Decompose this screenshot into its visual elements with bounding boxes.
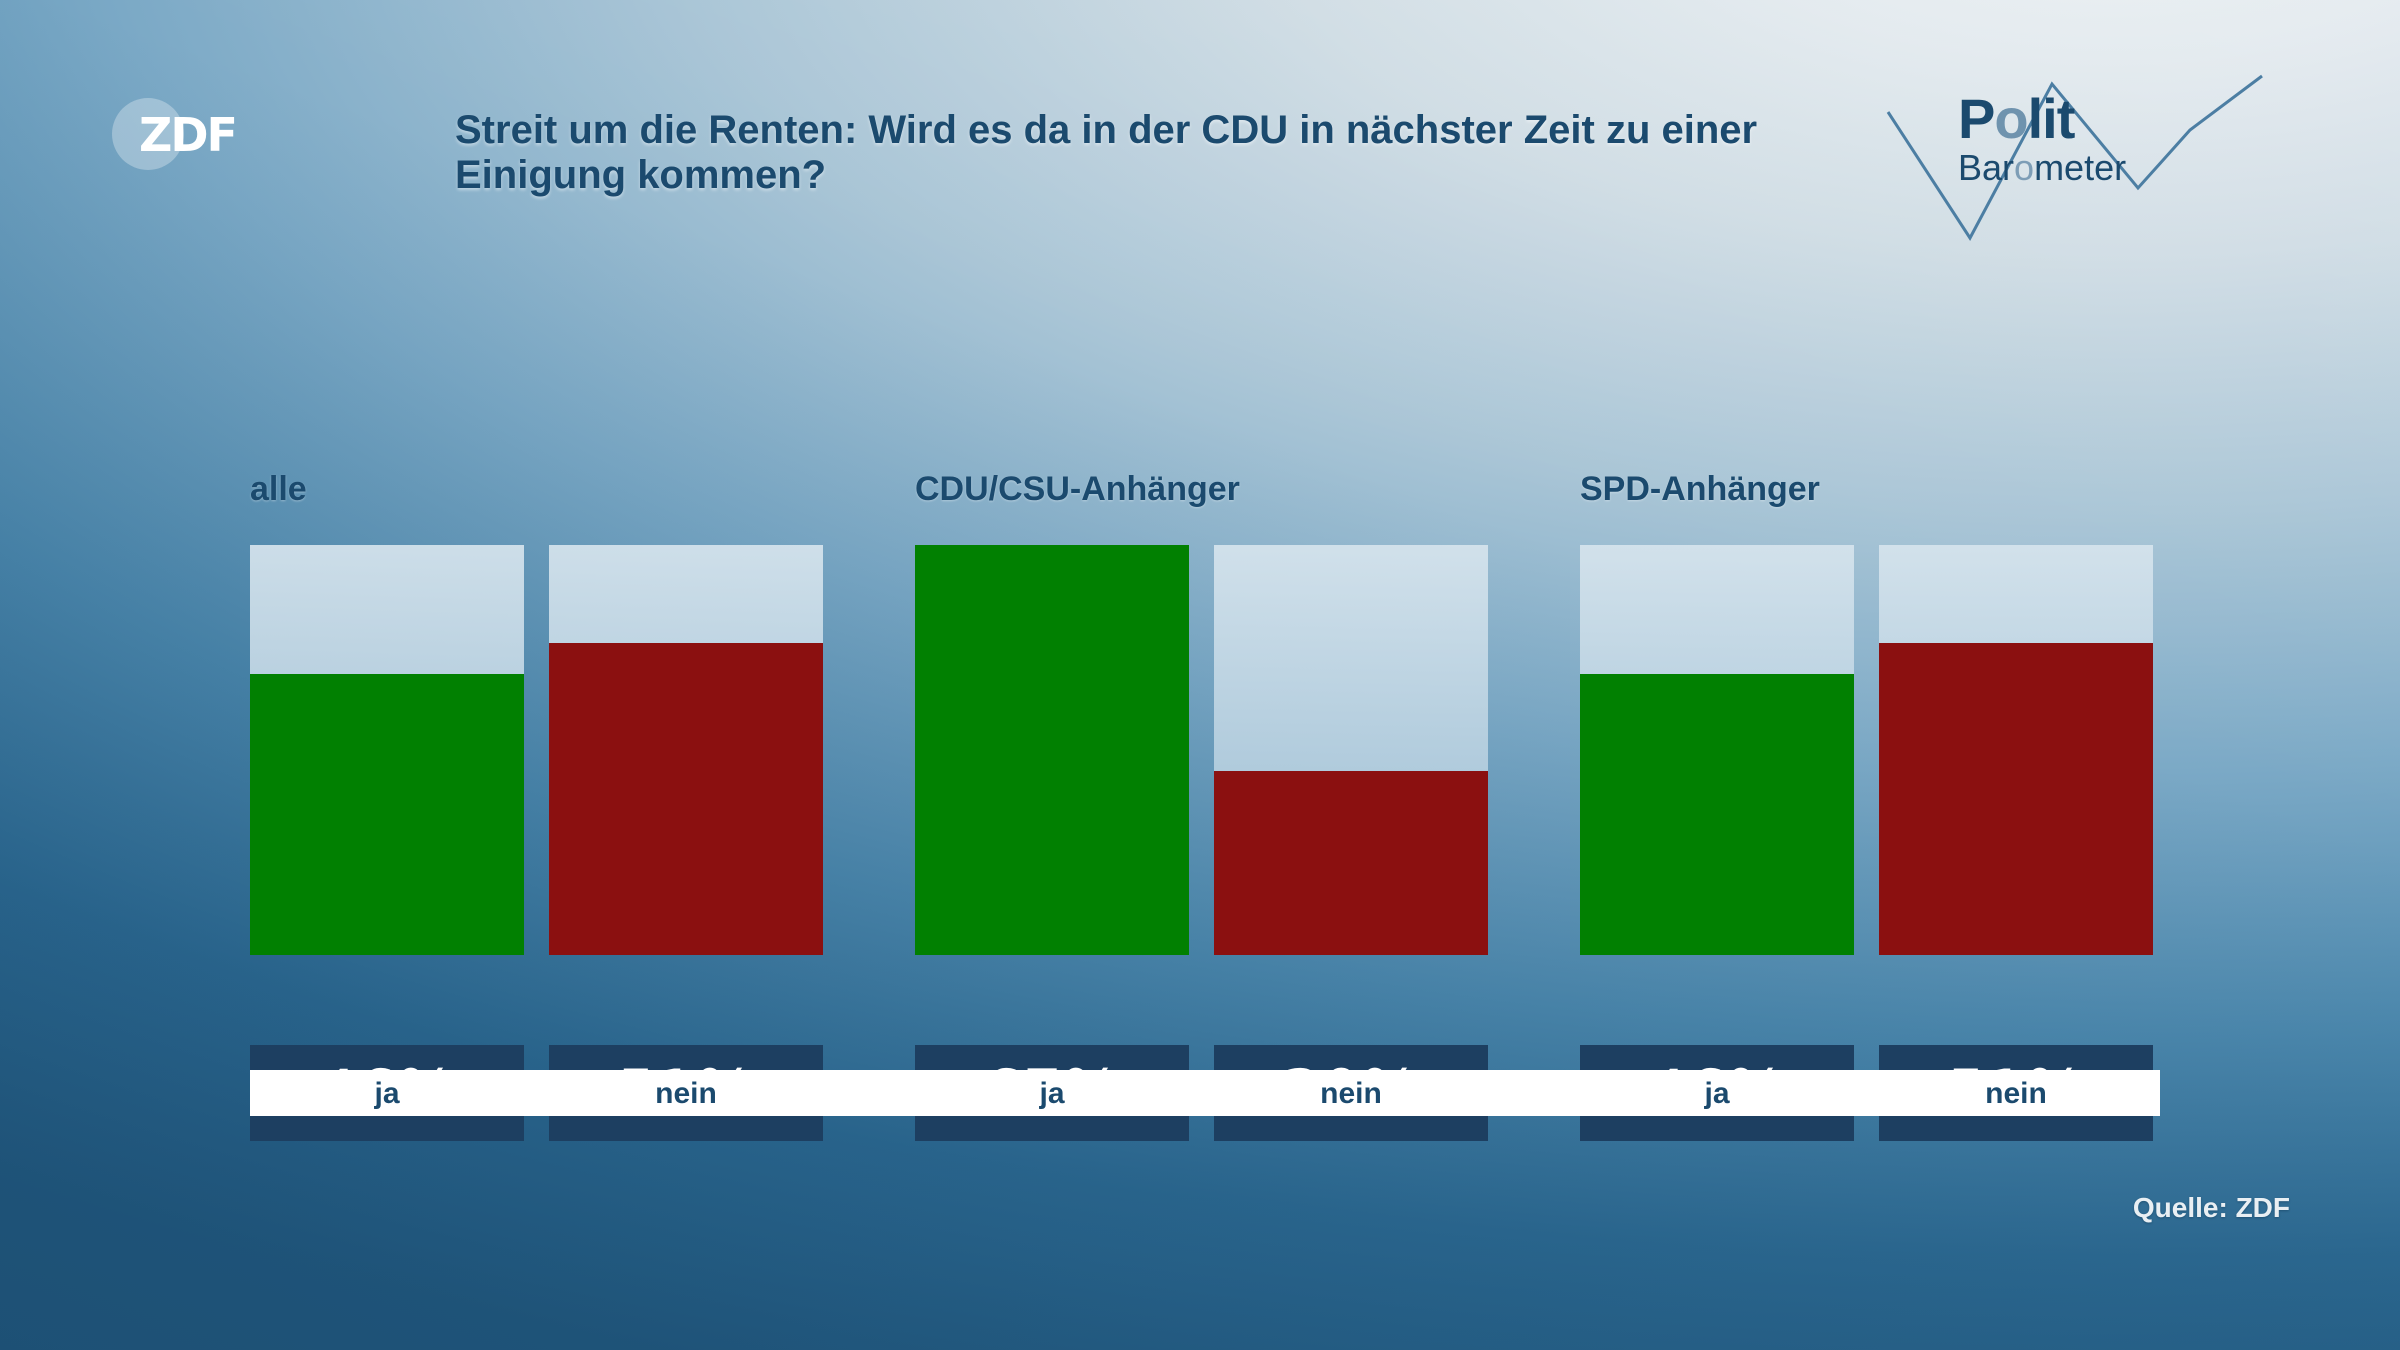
group-label-cducsu: CDU/CSU-Anhänger	[915, 470, 1240, 508]
bar-track	[1580, 545, 1854, 955]
zdf-logo: ZDF	[112, 96, 242, 176]
bar-column-spd-ja[interactable]: 46%	[1580, 545, 1854, 1141]
baseline-strip	[250, 1070, 2160, 1116]
zigzag-line-icon	[1886, 74, 2263, 241]
politbarometer-logo: Polit Barometer	[1880, 70, 2270, 260]
politbarometer-title: Polit	[1958, 87, 2075, 150]
bar-track	[549, 545, 823, 955]
bar-track	[1214, 545, 1488, 955]
category-label-spd-nein: nein	[1985, 1077, 2047, 1110]
bar-column-spd-nein[interactable]: 51%	[1879, 545, 2153, 1141]
bar-fill-cducsu-nein	[1214, 771, 1488, 955]
zdf-logo-text: ZDF	[139, 108, 238, 162]
bar-fill-spd-ja	[1580, 673, 1854, 955]
group-label-alle: alle	[250, 470, 307, 508]
category-label-alle-ja: ja	[374, 1077, 400, 1110]
bar-track	[250, 545, 524, 955]
source-attribution: Quelle: ZDF	[2132, 1192, 2290, 1223]
bar-fill-cducsu-ja	[915, 545, 1189, 955]
zdf-disc-icon	[112, 98, 184, 170]
bar-fill-alle-ja	[250, 673, 524, 955]
bar-track	[915, 545, 1189, 955]
bar-fill-alle-nein	[549, 642, 823, 955]
bar-column-alle-ja[interactable]: 46%	[250, 545, 524, 1141]
category-label-alle-nein: nein	[655, 1077, 717, 1110]
category-label-cducsu-nein: nein	[1320, 1077, 1382, 1110]
page-title: Streit um die Renten: Wird es da in der …	[455, 108, 1758, 198]
bar-fill-spd-nein	[1879, 642, 2153, 955]
politbarometer-subtitle: Barometer	[1958, 146, 2127, 188]
group-label-spd: SPD-Anhänger	[1580, 470, 1820, 508]
bar-column-cducsu-ja[interactable]: 67%	[915, 545, 1189, 1141]
bar-track	[1879, 545, 2153, 955]
bar-chart: alle CDU/CSU-Anhänger SPD-Anhänger 46% 5…	[250, 470, 2160, 1150]
bar-column-alle-nein[interactable]: 51%	[549, 545, 823, 1141]
category-label-cducsu-ja: ja	[1039, 1077, 1065, 1110]
category-label-spd-ja: ja	[1704, 1077, 1730, 1110]
bar-column-cducsu-nein[interactable]: 30%	[1214, 545, 1488, 1141]
